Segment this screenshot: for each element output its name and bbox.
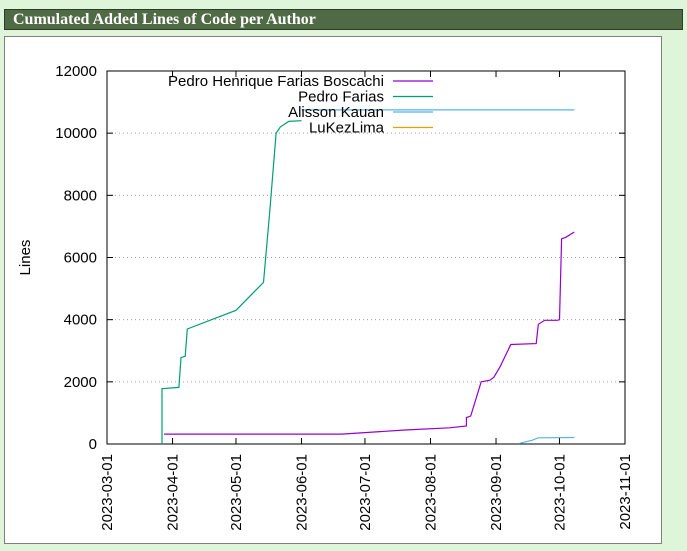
- x-tick-label: 2023-11-01: [617, 454, 634, 530]
- y-tick-label: 2000: [64, 374, 97, 391]
- y-tick-label: 6000: [64, 250, 97, 267]
- legend-label-4: LuKezLima: [309, 120, 385, 137]
- x-tick-label: 2023-10-01: [551, 454, 568, 531]
- y-tick-label: 4000: [64, 312, 97, 329]
- x-tick-label: 2023-04-01: [165, 454, 182, 531]
- x-tick-label: 2023-09-01: [488, 454, 505, 531]
- series-line-1: [164, 231, 575, 435]
- line-chart: 0 2000 4000 6000 8000 10000 12000 2023-03-01 202…: [17, 63, 634, 531]
- y-tick-label: 0: [89, 436, 97, 453]
- page-header: Cumulated Added Lines of Code per Author: [4, 9, 683, 30]
- x-tick-label: 2023-05-01: [228, 454, 245, 531]
- legend-label-3: Alisson Kauan: [288, 104, 384, 121]
- y-tick-label: 12000: [55, 63, 97, 80]
- x-tick-label: 2023-03-01: [99, 454, 116, 531]
- page-title: Cumulated Added Lines of Code per Author: [13, 11, 316, 28]
- x-tick-label: 2023-06-01: [294, 454, 311, 531]
- series-line-2: [161, 120, 302, 444]
- legend-label-1: Pedro Henrique Farias Boscachi: [168, 73, 384, 90]
- legend-label-2: Pedro Farias: [298, 89, 384, 106]
- x-tick-label: 2023-08-01: [422, 454, 439, 531]
- y-axis-label: Lines: [17, 240, 34, 276]
- x-tick-label: 2023-07-01: [357, 454, 374, 531]
- y-tick-label: 10000: [55, 125, 97, 142]
- y-tick-label: 8000: [64, 187, 97, 204]
- chart-panel: 0 2000 4000 6000 8000 10000 12000 2023-03-01 202…: [4, 36, 662, 544]
- series-line-3: [519, 436, 575, 444]
